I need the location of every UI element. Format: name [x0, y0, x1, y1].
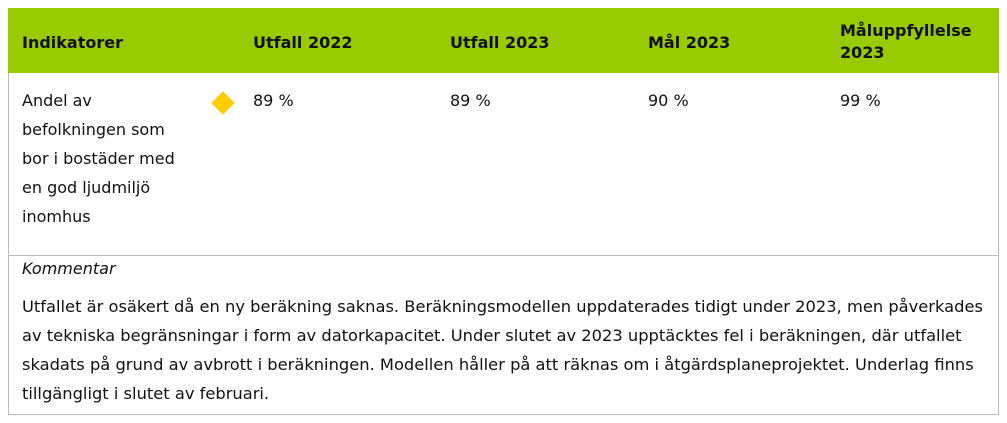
value-cell: 89 %	[253, 91, 294, 110]
value-cell: 89 %	[450, 91, 491, 110]
header-cell: Mål 2023	[648, 33, 731, 52]
value-cell: 99 %	[840, 91, 881, 110]
header-cell: Måluppfyllelse 2023	[840, 21, 972, 62]
header-cell: Utfall 2022	[253, 33, 353, 52]
header-cell: Utfall 2023	[450, 33, 550, 52]
comment-text: Utfallet är osäkert då en ny beräkning s…	[22, 297, 983, 403]
row-divider	[8, 255, 999, 256]
table-frame	[8, 8, 999, 415]
comment-label: Kommentar	[22, 259, 116, 278]
header-cell: Indikatorer	[22, 33, 123, 52]
indicator-cell: Andel av befolkningen som bor i bostäder…	[22, 91, 175, 226]
value-cell: 90 %	[648, 91, 689, 110]
header-row	[8, 8, 999, 73]
